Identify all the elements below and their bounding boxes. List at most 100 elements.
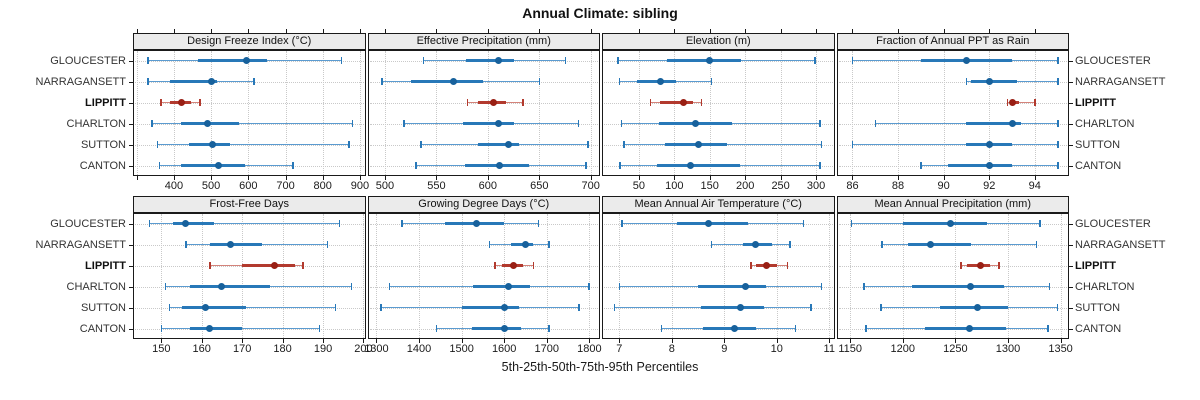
median-dot bbox=[1008, 120, 1016, 127]
interval-cap-low bbox=[388, 283, 391, 290]
x-axis-tick-label: 92 bbox=[983, 180, 996, 192]
vertical-gridline bbox=[242, 214, 244, 338]
interval-cap-high bbox=[814, 57, 816, 64]
x-axis-tick-top bbox=[487, 29, 489, 33]
site-label-right: NARRAGANSETT bbox=[1075, 75, 1166, 88]
interval-iqr-bar bbox=[966, 122, 1022, 125]
x-axis-tick-label: 86 bbox=[846, 180, 859, 192]
interval-iqr-bar bbox=[912, 285, 1004, 288]
horizontal-gridline bbox=[604, 102, 833, 104]
x-axis-tick-top bbox=[322, 29, 324, 33]
interval-iqr-bar bbox=[188, 143, 230, 146]
interval-iqr-bar bbox=[466, 59, 514, 62]
interval-cap-high bbox=[340, 57, 343, 64]
x-axis-tick bbox=[850, 339, 852, 343]
x-axis-tick-label: 650 bbox=[530, 180, 549, 192]
interval-cap-low bbox=[710, 241, 713, 248]
vertical-gridline bbox=[671, 214, 673, 338]
x-axis-tick-label: 160 bbox=[192, 343, 211, 355]
interval-cap-high bbox=[578, 304, 580, 311]
x-axis-tick-top bbox=[709, 29, 711, 33]
y-axis-tick-right bbox=[1069, 165, 1073, 167]
vertical-gridline bbox=[285, 51, 287, 175]
x-axis-tick bbox=[461, 339, 463, 343]
interval-cap-high bbox=[348, 141, 350, 148]
horizontal-gridline bbox=[604, 265, 833, 267]
vertical-gridline bbox=[322, 51, 324, 175]
interval-cap-high bbox=[350, 283, 353, 290]
panel-strip-header: Fraction of Annual PPT as Rain bbox=[836, 33, 1069, 50]
site-label-right: SUTTON bbox=[1075, 138, 1121, 151]
x-axis-tick-label: 900 bbox=[350, 180, 370, 192]
horizontal-gridline bbox=[838, 144, 1067, 146]
median-dot bbox=[965, 325, 973, 332]
interval-cap-low bbox=[618, 78, 620, 85]
x-axis-tick bbox=[638, 176, 640, 180]
interval-iqr-bar bbox=[656, 164, 740, 167]
x-axis-tick bbox=[285, 176, 287, 180]
interval-cap-low bbox=[164, 283, 167, 290]
vertical-gridline bbox=[590, 51, 592, 175]
median-dot bbox=[494, 120, 502, 127]
interval-cap-high bbox=[522, 99, 524, 106]
median-dot bbox=[206, 325, 214, 332]
site-label-left: SUTTON bbox=[80, 138, 126, 151]
interval-cap-high bbox=[564, 57, 567, 64]
interval-cap-low bbox=[435, 325, 438, 332]
x-axis-tick bbox=[852, 176, 854, 180]
interval-cap-low bbox=[863, 283, 865, 290]
x-axis-tick-label: 1150 bbox=[838, 343, 862, 355]
x-axis-tick-label: 90 bbox=[937, 180, 950, 192]
interval-cap-low bbox=[619, 162, 621, 169]
median-dot bbox=[985, 78, 993, 85]
median-dot bbox=[985, 162, 993, 169]
interval-iqr-bar bbox=[242, 264, 295, 267]
x-axis-tick bbox=[989, 176, 991, 180]
x-axis-tick bbox=[943, 176, 945, 180]
y-axis-tick-right bbox=[1069, 60, 1073, 62]
x-axis-tick bbox=[323, 339, 325, 343]
x-axis-tick-label: 500 bbox=[375, 180, 395, 192]
interval-cap-low bbox=[618, 283, 621, 290]
x-axis-tick bbox=[776, 339, 778, 343]
median-dot bbox=[687, 162, 695, 169]
site-label-right: SUTTON bbox=[1075, 301, 1121, 314]
x-axis-tick bbox=[671, 339, 673, 343]
x-axis-tick-label: 190 bbox=[313, 343, 333, 355]
x-axis-tick-label: 300 bbox=[806, 180, 826, 192]
site-label-right: CANTON bbox=[1075, 159, 1122, 172]
horizontal-gridline bbox=[369, 81, 598, 83]
interval-cap-low bbox=[147, 57, 149, 64]
horizontal-gridline bbox=[604, 244, 833, 246]
x-axis-tick bbox=[955, 339, 957, 343]
interval-cap-high bbox=[820, 141, 823, 148]
vertical-gridline bbox=[638, 51, 640, 175]
x-axis-tick-label: 500 bbox=[201, 180, 221, 192]
panel-strip-header: Effective Precipitation (mm) bbox=[367, 33, 600, 50]
interval-iqr-bar bbox=[660, 101, 693, 104]
interval-cap-high bbox=[819, 162, 821, 169]
interval-iqr-bar bbox=[181, 306, 247, 309]
y-axis-tick-left bbox=[129, 286, 133, 288]
median-dot bbox=[510, 262, 518, 269]
x-axis-tick bbox=[504, 339, 506, 343]
panel-strip-header: Mean Annual Air Temperature (°C) bbox=[602, 196, 835, 213]
x-axis-tick-label: 9 bbox=[721, 343, 728, 355]
vertical-gridline bbox=[376, 214, 378, 338]
median-dot bbox=[705, 220, 713, 227]
x-axis-tick bbox=[1034, 176, 1036, 180]
vertical-gridline bbox=[619, 214, 621, 338]
interval-cap-high bbox=[302, 262, 304, 269]
x-axis-tick-label: 1800 bbox=[577, 343, 602, 355]
x-axis-tick bbox=[546, 339, 548, 343]
horizontal-gridline bbox=[135, 223, 364, 225]
horizontal-gridline bbox=[838, 123, 1067, 125]
interval-cap-high bbox=[1057, 78, 1059, 85]
median-dot bbox=[495, 162, 503, 169]
horizontal-gridline bbox=[135, 81, 364, 83]
interval-range-line bbox=[1007, 102, 1035, 103]
median-dot bbox=[500, 325, 508, 332]
site-label-right: NARRAGANSETT bbox=[1075, 238, 1166, 251]
vertical-gridline bbox=[419, 214, 421, 338]
interval-cap-low bbox=[850, 220, 853, 227]
